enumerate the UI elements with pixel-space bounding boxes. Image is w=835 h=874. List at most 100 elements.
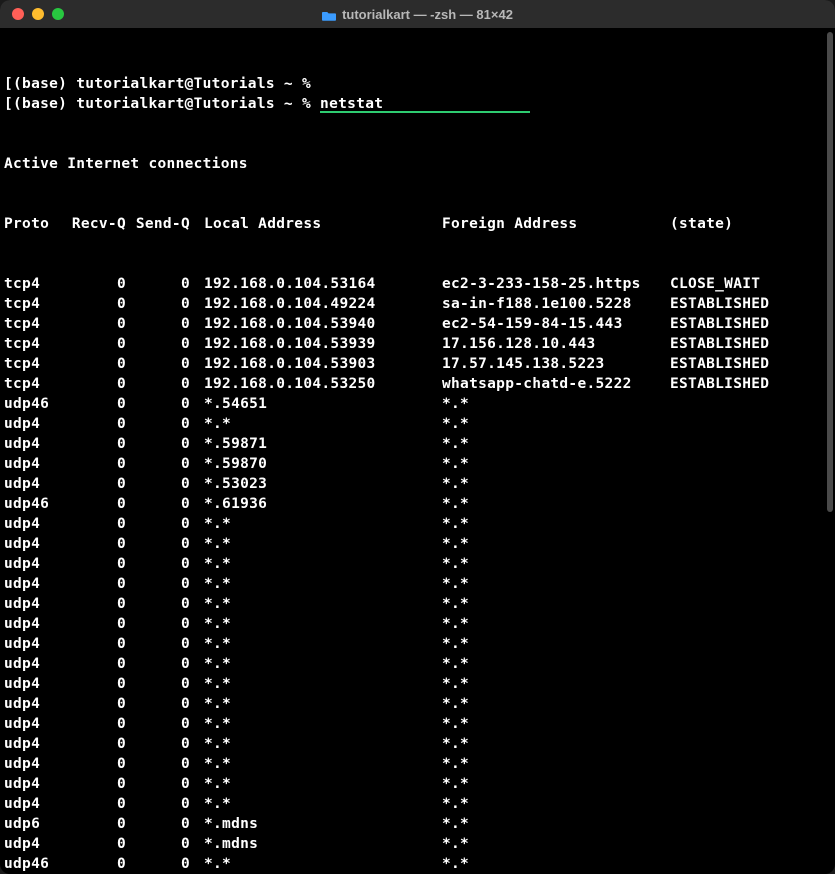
cell-proto: udp4 xyxy=(4,634,64,654)
cell-recvq: 0 xyxy=(64,494,134,514)
cell-state: ESTABLISHED xyxy=(670,294,831,314)
cell-proto: udp4 xyxy=(4,434,64,454)
netstat-row: udp400*.mdns*.* xyxy=(4,834,831,854)
cell-sendq: 0 xyxy=(134,854,204,874)
cell-proto: udp4 xyxy=(4,794,64,814)
netstat-row: udp400*.**.* xyxy=(4,574,831,594)
window-title-text: tutorialkart — -zsh — 81×42 xyxy=(342,7,513,22)
cell-sendq: 0 xyxy=(134,614,204,634)
cell-foreign: *.* xyxy=(442,534,670,554)
window-title: tutorialkart — -zsh — 81×42 xyxy=(12,7,823,22)
col-foreign: Foreign Address xyxy=(442,214,670,234)
cell-recvq: 0 xyxy=(64,394,134,414)
col-recvq: Recv-Q xyxy=(64,214,134,234)
cell-recvq: 0 xyxy=(64,574,134,594)
folder-icon xyxy=(322,9,336,20)
netstat-row: udp400*.**.* xyxy=(4,654,831,674)
cell-state: ESTABLISHED xyxy=(670,314,831,334)
cell-recvq: 0 xyxy=(64,474,134,494)
netstat-row: udp400*.**.* xyxy=(4,534,831,554)
minimize-icon[interactable] xyxy=(32,8,44,20)
netstat-row: tcp400192.168.0.104.53164ec2-3-233-158-2… xyxy=(4,274,831,294)
cell-state xyxy=(670,614,831,634)
cell-local: *.59871 xyxy=(204,434,442,454)
terminal-window: tutorialkart — -zsh — 81×42 [(base) tuto… xyxy=(0,0,835,874)
cell-sendq: 0 xyxy=(134,794,204,814)
cell-foreign: *.* xyxy=(442,634,670,654)
cell-foreign: *.* xyxy=(442,694,670,714)
cell-sendq: 0 xyxy=(134,294,204,314)
cell-local: *.53023 xyxy=(204,474,442,494)
cell-foreign: *.* xyxy=(442,834,670,854)
cell-local: *.* xyxy=(204,674,442,694)
cell-foreign: ec2-54-159-84-15.443 xyxy=(442,314,670,334)
col-local: Local Address xyxy=(204,214,442,234)
cell-proto: udp4 xyxy=(4,754,64,774)
cell-local: *.* xyxy=(204,414,442,434)
cell-foreign: ec2-3-233-158-25.https xyxy=(442,274,670,294)
cell-recvq: 0 xyxy=(64,774,134,794)
col-sendq: Send-Q xyxy=(134,214,204,234)
cell-recvq: 0 xyxy=(64,614,134,634)
netstat-row: udp400*.**.* xyxy=(4,754,831,774)
cell-sendq: 0 xyxy=(134,334,204,354)
netstat-row: udp400*.59871*.* xyxy=(4,434,831,454)
cell-foreign: *.* xyxy=(442,554,670,574)
cell-local: 192.168.0.104.53940 xyxy=(204,314,442,334)
cell-state xyxy=(670,634,831,654)
cell-recvq: 0 xyxy=(64,554,134,574)
cell-local: *.* xyxy=(204,774,442,794)
netstat-row: udp400*.**.* xyxy=(4,514,831,534)
cell-proto: udp4 xyxy=(4,554,64,574)
cell-recvq: 0 xyxy=(64,314,134,334)
cell-sendq: 0 xyxy=(134,694,204,714)
cell-proto: udp4 xyxy=(4,414,64,434)
netstat-row: udp400*.**.* xyxy=(4,594,831,614)
close-icon[interactable] xyxy=(12,8,24,20)
cell-local: 192.168.0.104.53164 xyxy=(204,274,442,294)
netstat-row: udp400*.53023*.* xyxy=(4,474,831,494)
cell-sendq: 0 xyxy=(134,354,204,374)
cell-recvq: 0 xyxy=(64,354,134,374)
netstat-row: udp400*.59870*.* xyxy=(4,454,831,474)
cell-local: *.* xyxy=(204,734,442,754)
cell-foreign: *.* xyxy=(442,774,670,794)
section-inet-title: Active Internet connections xyxy=(4,154,831,174)
cell-sendq: 0 xyxy=(134,514,204,534)
cell-recvq: 0 xyxy=(64,714,134,734)
netstat-row: tcp400192.168.0.104.49224sa-in-f188.1e10… xyxy=(4,294,831,314)
netstat-row: tcp400192.168.0.104.53940ec2-54-159-84-1… xyxy=(4,314,831,334)
cell-foreign: *.* xyxy=(442,714,670,734)
cell-state: ESTABLISHED xyxy=(670,334,831,354)
cell-sendq: 0 xyxy=(134,374,204,394)
cell-recvq: 0 xyxy=(64,734,134,754)
cmd-underline xyxy=(320,111,530,113)
cell-recvq: 0 xyxy=(64,454,134,474)
titlebar[interactable]: tutorialkart — -zsh — 81×42 xyxy=(0,0,835,28)
cell-recvq: 0 xyxy=(64,514,134,534)
netstat-row: udp400*.**.* xyxy=(4,554,831,574)
cell-recvq: 0 xyxy=(64,854,134,874)
terminal-body[interactable]: [(base) tutorialkart@Tutorials ~ % [(bas… xyxy=(0,28,835,874)
cell-proto: tcp4 xyxy=(4,334,64,354)
cell-foreign: *.* xyxy=(442,674,670,694)
scrollbar[interactable] xyxy=(827,32,833,512)
cell-sendq: 0 xyxy=(134,474,204,494)
prompt-line: [(base) tutorialkart@Tutorials ~ % xyxy=(4,74,831,94)
cell-foreign: *.* xyxy=(442,514,670,534)
cell-proto: tcp4 xyxy=(4,274,64,294)
cell-state xyxy=(670,434,831,454)
cell-sendq: 0 xyxy=(134,634,204,654)
cell-local: *.59870 xyxy=(204,454,442,474)
cell-foreign: *.* xyxy=(442,854,670,874)
cell-state xyxy=(670,554,831,574)
cell-sendq: 0 xyxy=(134,714,204,734)
maximize-icon[interactable] xyxy=(52,8,64,20)
netstat-row: tcp400192.168.0.104.5390317.57.145.138.5… xyxy=(4,354,831,374)
cell-state xyxy=(670,654,831,674)
cell-local: *.* xyxy=(204,614,442,634)
cell-local: *.* xyxy=(204,654,442,674)
cell-state xyxy=(670,494,831,514)
netstat-row: udp400*.**.* xyxy=(4,774,831,794)
cell-sendq: 0 xyxy=(134,454,204,474)
